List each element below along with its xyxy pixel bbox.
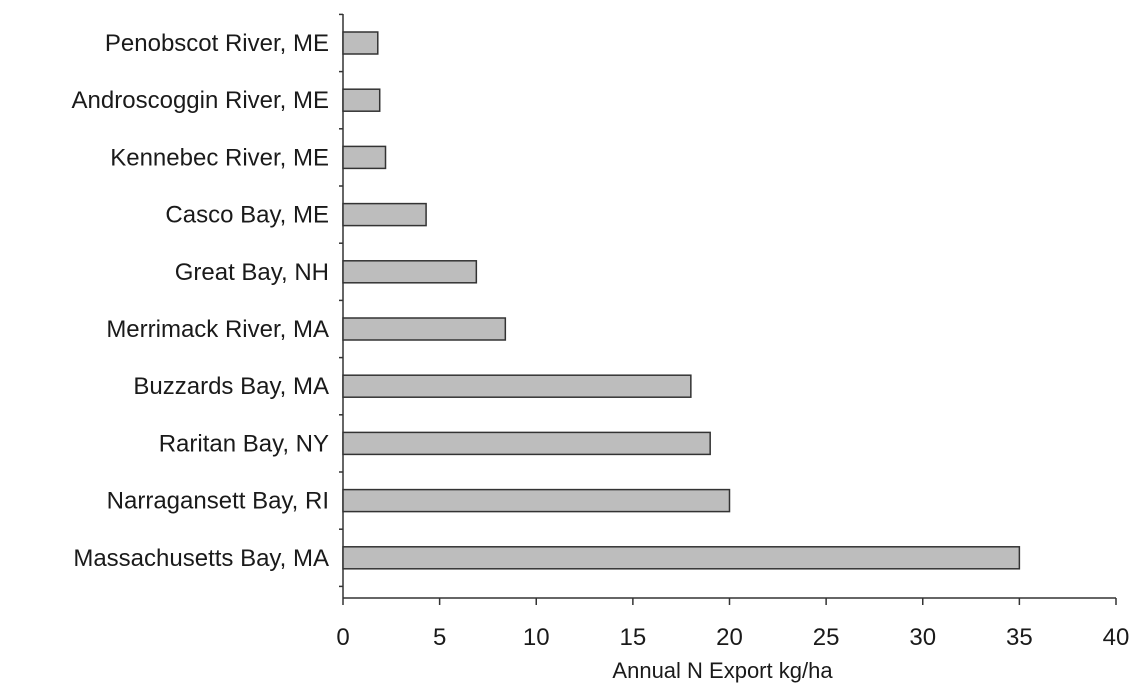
bars-group — [342, 31, 1021, 570]
category-label: Buzzards Bay, MA — [133, 373, 329, 400]
bar — [342, 431, 711, 456]
category-label: Narragansett Bay, RI — [107, 488, 329, 515]
x-tick-label: 10 — [523, 624, 550, 651]
category-label: Penobscot River, ME — [105, 30, 329, 57]
bar — [342, 88, 381, 112]
category-label: Raritan Bay, NY — [159, 430, 329, 457]
bar — [342, 202, 427, 227]
bar — [342, 145, 387, 170]
bar — [342, 374, 692, 398]
x-ticks: 0 5 10 15 20 25 30 35 40 — [336, 13, 1130, 651]
category-label: Casco Bay, ME — [165, 202, 329, 229]
bar — [342, 546, 1021, 570]
category-label: Androscoggin River, ME — [72, 87, 329, 114]
x-tick-label: 25 — [813, 624, 840, 651]
category-label: Great Bay, NH — [175, 259, 329, 286]
category-labels: Penobscot River, ME Androscoggin River, M… — [72, 30, 329, 572]
bar — [342, 31, 379, 55]
bar — [342, 488, 731, 513]
category-label: Kennebec River, ME — [110, 144, 329, 171]
x-tick-label: 40 — [1103, 624, 1130, 651]
x-axis-title: Annual N Export kg/ha — [612, 658, 833, 683]
bar — [342, 317, 507, 341]
x-tick-label: 20 — [716, 624, 743, 651]
x-tick-label: 15 — [620, 624, 647, 651]
x-tick-label: 0 — [336, 624, 349, 651]
x-tick-label: 30 — [909, 624, 936, 651]
category-label: Merrimack River, MA — [106, 316, 329, 343]
category-label: Massachusetts Bay, MA — [73, 545, 329, 572]
bar — [342, 260, 478, 284]
x-tick-label: 35 — [1006, 624, 1033, 651]
x-tick-label: 5 — [433, 624, 446, 651]
